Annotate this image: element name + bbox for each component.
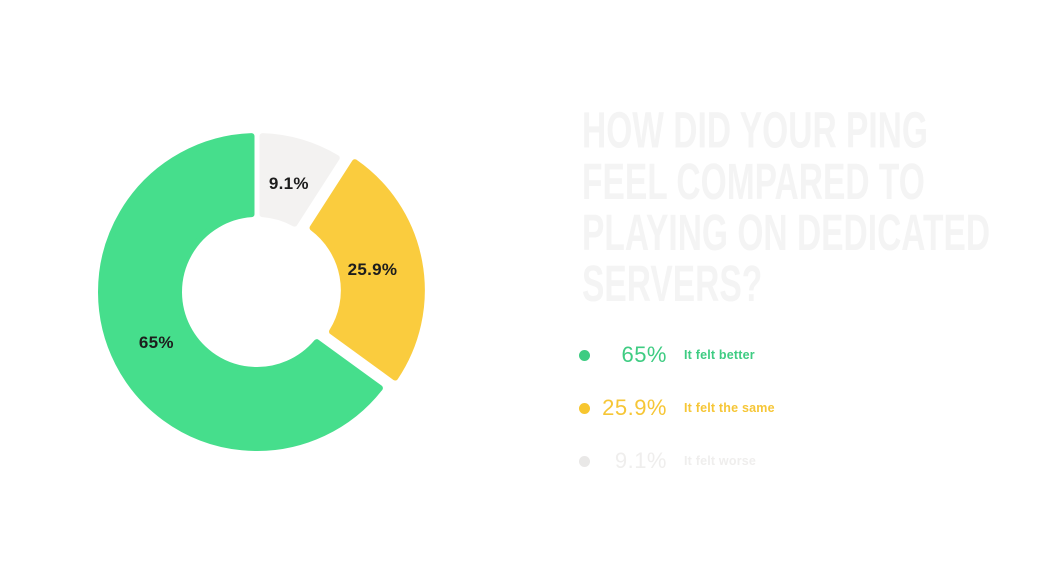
legend-item-felt-better: 65% It felt better xyxy=(579,342,775,368)
slice-value-label: 25.9% xyxy=(347,260,398,280)
legend-label: It felt better xyxy=(684,348,755,362)
pie-slice-it-felt-the-same xyxy=(309,159,425,381)
title-line-4: SERVERS? xyxy=(582,255,763,314)
chart-legend: 65% It felt better 25.9% It felt the sam… xyxy=(579,342,775,501)
legend-label: It felt the same xyxy=(684,401,775,415)
legend-percent: 25.9% xyxy=(602,395,667,420)
slice-value-label: 65% xyxy=(138,333,174,353)
slice-value-label: 9.1% xyxy=(268,173,309,193)
chart-question-title: HOW DID YOUR PING FEEL COMPARED TO PLAYI… xyxy=(582,102,991,314)
pie-slice-it-felt-better xyxy=(98,133,383,451)
pie-slice-it-felt-worse xyxy=(259,133,340,227)
legend-label: It felt worse xyxy=(684,454,757,468)
legend-dot-icon xyxy=(579,402,590,414)
legend-item-felt-worse: 9.1% It felt worse xyxy=(579,448,775,474)
title-line-1: HOW DID YOUR PING xyxy=(582,102,928,160)
legend-dot-icon xyxy=(579,349,590,361)
legend-percent: 9.1% xyxy=(614,448,667,473)
legend-dot-icon xyxy=(579,455,590,467)
title-line-3: PLAYING ON DEDICATED xyxy=(582,204,991,262)
legend-percent: 65% xyxy=(621,342,667,367)
legend-item-felt-same: 25.9% It felt the same xyxy=(579,395,775,421)
title-line-2: FEEL COMPARED TO xyxy=(582,153,925,211)
